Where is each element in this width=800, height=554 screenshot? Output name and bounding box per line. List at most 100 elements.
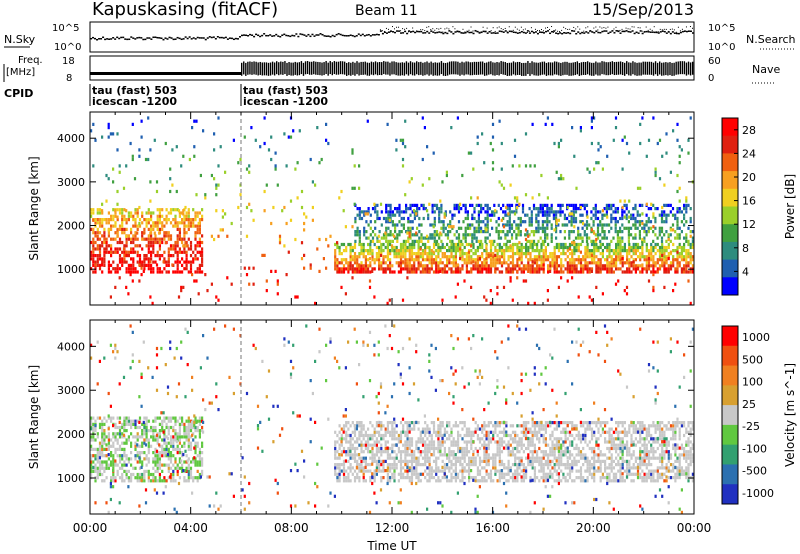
heatmap-cell <box>627 239 630 243</box>
heatmap-cell <box>189 260 193 264</box>
heatmap-cell <box>189 240 193 245</box>
noise-point <box>520 30 523 33</box>
heatmap-cell <box>462 233 465 237</box>
noise-point <box>422 32 425 34</box>
heatmap-cell <box>138 257 142 261</box>
heatmap-cell <box>194 441 197 445</box>
heatmap-cell <box>570 223 573 227</box>
heatmap-cell <box>158 254 161 258</box>
heatmap-cell <box>116 432 119 436</box>
heatmap-cell <box>597 266 600 270</box>
heatmap-cell <box>560 252 563 256</box>
heatmap-cell <box>542 263 545 267</box>
heatmap-cell <box>465 267 468 271</box>
heatmap-cell <box>650 270 653 274</box>
heatmap-cell <box>528 233 531 237</box>
heatmap-cell <box>393 463 396 467</box>
heatmap-cell <box>421 242 425 247</box>
heatmap-cell <box>612 261 615 265</box>
noise-point <box>591 31 593 33</box>
heatmap-cell <box>575 270 578 274</box>
heatmap-cell <box>550 239 553 243</box>
heatmap-cell <box>511 261 515 265</box>
freq-trace-bar <box>440 61 443 75</box>
heatmap-cell <box>415 255 418 259</box>
heatmap-cell <box>540 255 543 259</box>
heatmap-cell <box>619 261 622 265</box>
heatmap-cell <box>526 239 529 243</box>
heatmap-cell <box>573 264 576 268</box>
heatmap-cell <box>498 261 501 265</box>
heatmap-cell <box>294 167 297 171</box>
heatmap-cell <box>639 270 642 274</box>
heatmap-cell <box>586 249 589 253</box>
heatmap-cell <box>401 138 405 142</box>
heatmap-cell <box>371 269 374 273</box>
heatmap-cell <box>596 210 600 214</box>
noise-point <box>615 26 617 28</box>
heatmap-cell <box>96 218 99 222</box>
heatmap-cell <box>645 223 648 227</box>
heatmap-cell <box>476 135 479 139</box>
heatmap-cell <box>402 450 405 454</box>
heatmap-cell <box>171 183 174 187</box>
noise-point <box>605 30 608 32</box>
noise-point <box>637 27 639 29</box>
heatmap-cell <box>410 270 414 274</box>
heatmap-cell <box>555 245 558 250</box>
heatmap-cell <box>123 447 126 451</box>
heatmap-cell <box>356 270 359 274</box>
heatmap-cell <box>505 249 508 253</box>
heatmap-cell <box>353 258 357 262</box>
heatmap-cell <box>687 226 690 230</box>
heatmap-cell <box>630 245 633 250</box>
heatmap-cell <box>130 227 133 231</box>
heatmap-cell <box>404 440 407 444</box>
noise-point <box>124 38 127 40</box>
heatmap-cell <box>516 276 519 280</box>
heatmap-cell <box>96 460 99 464</box>
heatmap-cell <box>630 249 633 253</box>
heatmap-cell <box>283 244 286 248</box>
heatmap-cell <box>426 209 429 213</box>
heatmap-cell <box>654 245 657 250</box>
heatmap-cell <box>382 469 385 473</box>
heatmap-cell <box>584 255 587 259</box>
heatmap-cell <box>322 257 325 261</box>
heatmap-cell <box>465 252 468 256</box>
heatmap-cell <box>165 218 168 222</box>
colorbar-segment <box>722 277 738 296</box>
heatmap-cell <box>652 255 655 259</box>
noise-point <box>508 30 511 33</box>
heatmap-cell <box>90 129 93 133</box>
heatmap-cell <box>178 214 181 218</box>
heatmap-cell <box>647 257 651 261</box>
heatmap-cell <box>219 145 222 149</box>
heatmap-cell <box>125 438 128 442</box>
heatmap-cell <box>625 292 629 296</box>
heatmap-cell <box>418 236 421 240</box>
heatmap-cell <box>232 138 235 142</box>
heatmap-cell <box>101 135 104 139</box>
freq-trace-bar <box>249 61 251 75</box>
heatmap-cell <box>189 447 193 451</box>
heatmap-cell <box>498 180 501 184</box>
heatmap-cell <box>575 264 578 268</box>
heatmap-cell <box>389 213 392 217</box>
heatmap-cell <box>615 264 618 268</box>
heatmap-cell <box>197 221 200 226</box>
heatmap-cell <box>121 208 124 212</box>
noise-point <box>337 33 340 35</box>
heatmap-cell <box>500 255 504 259</box>
heatmap-cell <box>638 223 641 227</box>
heatmap-cell <box>683 270 686 274</box>
heatmap-cell <box>371 459 374 463</box>
noise-point <box>430 30 433 32</box>
heatmap-cell <box>603 223 606 227</box>
heatmap-cell <box>174 244 177 248</box>
heatmap-cell <box>105 447 108 451</box>
heatmap-cell <box>386 258 389 262</box>
heatmap-cell <box>408 466 411 470</box>
heatmap-cell <box>365 236 368 240</box>
heatmap-cell <box>502 285 506 289</box>
